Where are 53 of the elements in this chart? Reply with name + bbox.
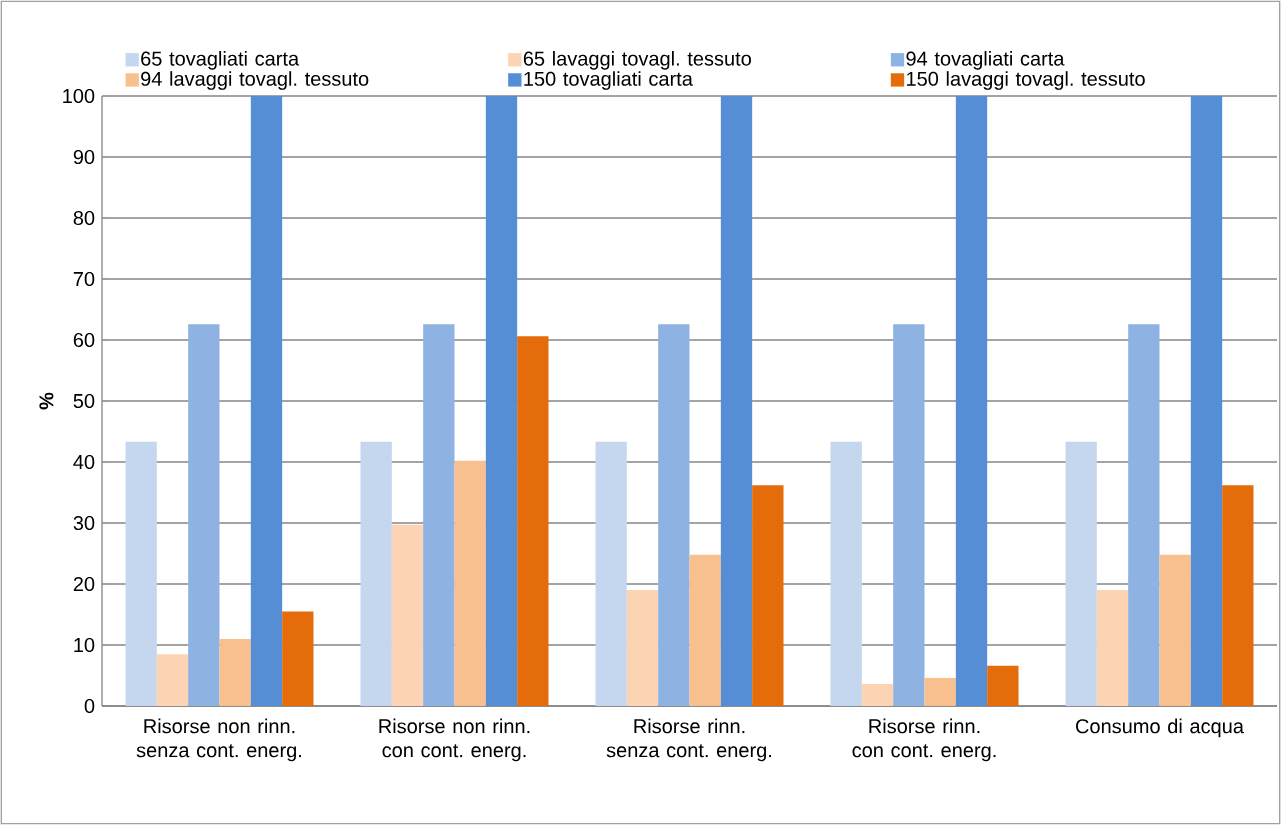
bar (987, 665, 1019, 706)
y-tick-label: 30 (73, 515, 95, 531)
y-tick-label: 20 (73, 576, 95, 592)
bar (188, 324, 220, 706)
bar (485, 95, 518, 706)
bar (626, 590, 659, 706)
legend-label: 94 tovagliati carta (906, 51, 1065, 70)
bar (955, 95, 988, 706)
bar (752, 485, 784, 706)
bar (658, 324, 690, 706)
bar (454, 460, 486, 706)
legend-label: 150 tovagliati carta (524, 71, 693, 90)
y-tick-label: 70 (73, 271, 95, 287)
y-tick-label: 10 (74, 637, 95, 653)
bar (1190, 95, 1223, 706)
y-tick-label: 0 (84, 698, 95, 714)
y-tick-label: 50 (73, 393, 95, 409)
x-tick-label: Consumo di acqua (1076, 718, 1244, 738)
y-tick-label: 80 (73, 210, 95, 226)
legend-label: 94 lavaggi tovagl. tessuto (141, 71, 369, 90)
bar (125, 441, 157, 706)
x-tick-label: Risorse rinn. senza cont. energ. (606, 718, 772, 762)
bar (391, 524, 424, 706)
bar (423, 324, 455, 706)
y-tick-label: 40 (73, 454, 95, 470)
bar (517, 336, 549, 706)
bar (861, 684, 894, 706)
y-tick-label: 90 (73, 149, 95, 165)
x-tick-label: Risorse non rinn. con cont. energ. (379, 718, 530, 762)
bar (1096, 590, 1129, 706)
bar (924, 677, 956, 706)
bar (689, 554, 721, 706)
bar (720, 95, 753, 706)
bar (156, 654, 189, 706)
legend-label: 65 tovagliati carta (141, 51, 300, 70)
bar (595, 441, 627, 706)
bar (830, 441, 862, 706)
bar (219, 638, 251, 706)
x-tick-label: Risorse non rinn. senza cont. energ. (136, 718, 302, 762)
y-tick-label: 100 (63, 88, 95, 104)
bar (893, 324, 925, 706)
x-tick-label: Risorse rinn. con cont. energ. (852, 718, 996, 762)
bar (1128, 324, 1160, 706)
bar (282, 611, 314, 706)
bar (360, 441, 392, 706)
y-axis-title: % (39, 392, 54, 410)
bar (1159, 554, 1191, 706)
bar (1222, 485, 1254, 706)
legend-label: 65 lavaggi tovagl. tessuto (523, 51, 751, 70)
y-tick-label: 60 (73, 332, 95, 348)
bar (1065, 441, 1097, 706)
bar (250, 95, 283, 706)
legend-label: 150 lavaggi tovagl. tessuto (907, 71, 1145, 90)
